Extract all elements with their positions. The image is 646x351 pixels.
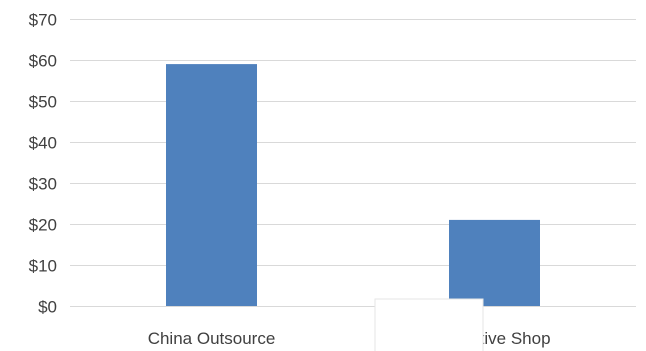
y-tick-label: $10 bbox=[29, 257, 57, 276]
x-axis-category-labels: China Outsource Captive Shop bbox=[148, 329, 551, 348]
grid-layer bbox=[70, 19, 636, 307]
bar bbox=[449, 219, 540, 306]
bar bbox=[166, 64, 257, 306]
y-tick-label: $40 bbox=[29, 134, 57, 153]
y-axis-tick-labels: $0 $10 $20 $30 $40 $50 $60 $70 bbox=[29, 11, 57, 317]
y-tick-label: $60 bbox=[29, 52, 57, 71]
y-tick-label: $70 bbox=[29, 11, 57, 30]
y-tick-label: $20 bbox=[29, 216, 57, 235]
x-category-label: China Outsource bbox=[148, 329, 276, 348]
y-tick-label: $30 bbox=[29, 175, 57, 194]
overlay-box bbox=[374, 298, 484, 351]
bars bbox=[166, 64, 540, 306]
y-tick-label: $50 bbox=[29, 93, 57, 112]
y-tick-label: $0 bbox=[38, 298, 57, 317]
